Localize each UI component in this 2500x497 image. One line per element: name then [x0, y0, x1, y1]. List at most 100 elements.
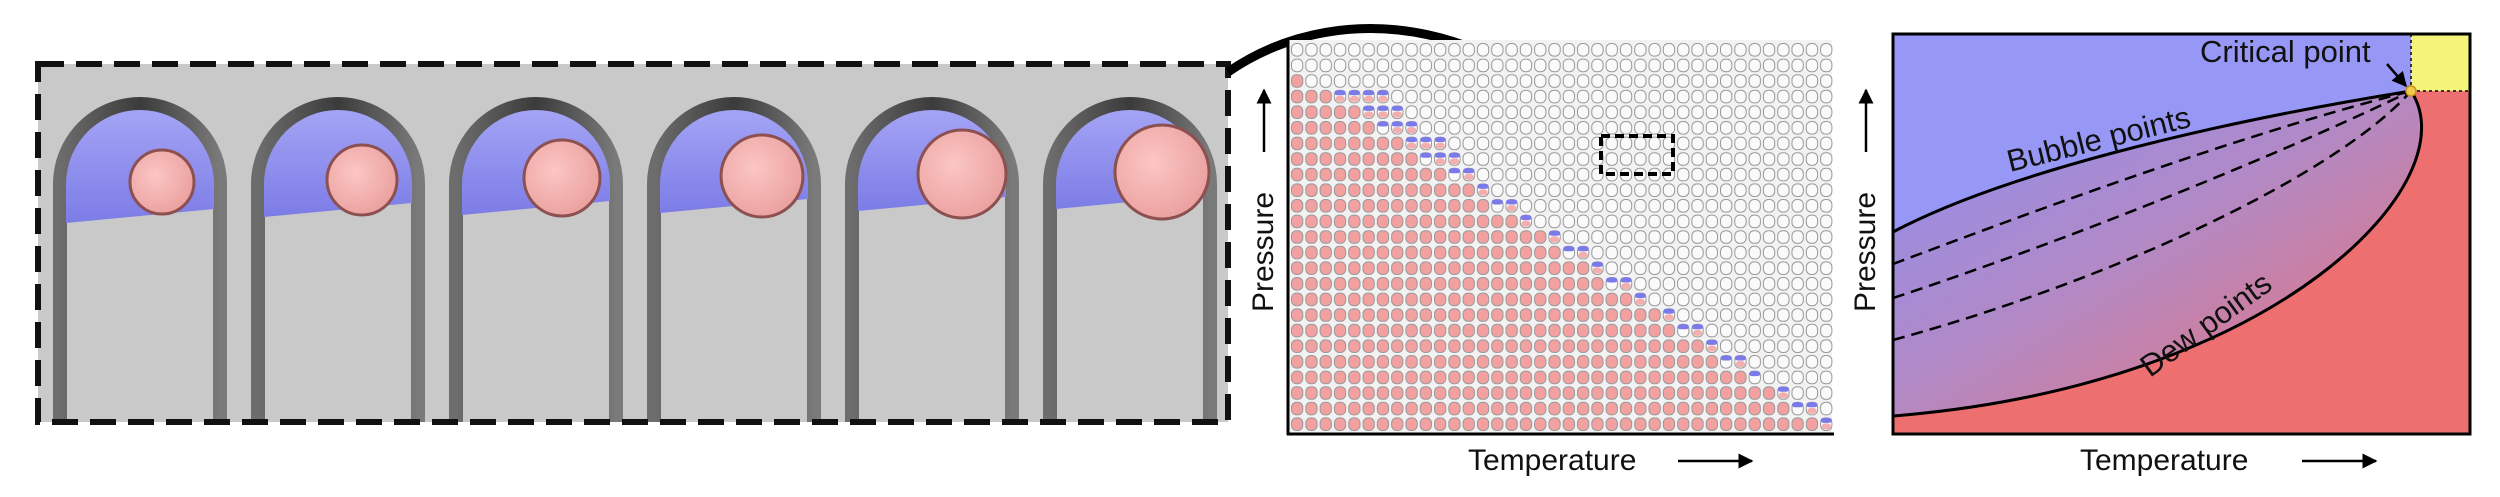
grid-cell	[1648, 58, 1661, 73]
grid-cell	[1677, 261, 1690, 275]
grid-cell-liquid-fill	[1635, 298, 1645, 305]
grid-cell	[1720, 323, 1733, 338]
grid-cell	[1405, 230, 1418, 244]
grid-cell-gas-cap	[1520, 215, 1532, 221]
grid-cell	[1577, 58, 1590, 73]
grid-cell	[1333, 58, 1347, 73]
grid-cell	[1391, 58, 1404, 73]
grid-cell	[1348, 355, 1361, 369]
grid-cell	[1634, 74, 1647, 88]
grid-cell	[1448, 277, 1461, 291]
grid-cell	[1519, 152, 1533, 166]
grid-cell	[1619, 121, 1633, 135]
grid-cell	[1434, 355, 1447, 369]
grid-cell	[1348, 417, 1361, 431]
grid-cell	[1548, 277, 1561, 291]
grid-cell	[1648, 370, 1661, 385]
grid-cell	[1519, 74, 1533, 88]
grid-cell	[1448, 214, 1461, 229]
grid-cell	[1534, 323, 1547, 338]
grid-cell	[1291, 401, 1304, 416]
grid-cell	[1605, 355, 1618, 369]
grid-cell	[1762, 183, 1776, 197]
grid-cell	[1605, 386, 1618, 400]
channel-wall	[845, 97, 1019, 422]
grid-cell	[1777, 355, 1790, 369]
grid-cell	[1734, 214, 1747, 229]
grid-cell	[1677, 370, 1690, 385]
grid-cell	[1662, 339, 1676, 353]
grid-cell-liquid-fill	[1578, 251, 1588, 258]
grid-cell	[1333, 183, 1347, 197]
grid-cell	[1362, 167, 1375, 182]
grid-cell	[1748, 308, 1761, 322]
grid-cell	[1805, 261, 1819, 275]
grid-cell	[1405, 152, 1418, 166]
grid-cell	[1820, 152, 1833, 166]
micrograph-background	[38, 64, 1228, 422]
grid-cell	[1362, 292, 1375, 307]
grid-cell	[1748, 183, 1761, 197]
grid-cell	[1734, 152, 1747, 166]
grid-cell	[1648, 183, 1661, 197]
grid-cell	[1519, 121, 1533, 135]
grid-cell-gas-cap	[1377, 121, 1389, 127]
grid-cell	[1391, 136, 1404, 151]
grid-cell	[1348, 105, 1361, 120]
grid-cell	[1577, 370, 1590, 385]
gas-region	[1893, 34, 2411, 232]
grid-cell	[1820, 214, 1833, 229]
grid-cell	[1448, 245, 1461, 260]
grid-cell	[1476, 261, 1490, 275]
grid-cell	[1519, 136, 1533, 151]
grid-cell	[1562, 261, 1575, 275]
grid-cell	[1291, 417, 1304, 431]
grid-cell	[1319, 121, 1332, 135]
grid-cell	[1448, 292, 1461, 307]
grid-cell	[1434, 74, 1447, 88]
grid-cell	[1462, 214, 1475, 229]
grid-cell	[1348, 214, 1361, 229]
channel-wall	[251, 97, 425, 422]
grid-cell	[1662, 105, 1676, 120]
grid-cell	[1605, 152, 1618, 166]
grid-cell	[1820, 183, 1833, 197]
grid-cell	[1662, 230, 1676, 244]
grid-cell	[1319, 58, 1332, 73]
grid-cell	[1333, 74, 1347, 88]
grid-cell	[1762, 339, 1776, 353]
grid-cell	[1519, 292, 1533, 307]
grid-cell	[1291, 292, 1304, 307]
grid-cell	[1419, 339, 1432, 353]
grid-cell	[1762, 214, 1776, 229]
grid-cell-liquid-fill	[1421, 142, 1431, 149]
grid-cell	[1791, 152, 1804, 166]
grid-cell	[1820, 370, 1833, 385]
grid-cell	[1448, 199, 1461, 213]
grid-cell	[1448, 136, 1461, 151]
grid-cell	[1562, 214, 1575, 229]
grid-cell	[1391, 152, 1404, 166]
grid-cell	[1333, 355, 1347, 369]
grid-cell	[1562, 167, 1575, 182]
grid-cell	[1705, 74, 1718, 88]
grid-cell	[1548, 105, 1561, 120]
grid-cell	[1305, 292, 1318, 307]
grid-cell	[1434, 58, 1447, 73]
grid-cell	[1333, 401, 1347, 416]
grid-cell	[1305, 89, 1318, 104]
grid-cell	[1476, 58, 1490, 73]
grid-cell	[1448, 121, 1461, 135]
grid-cell	[1720, 386, 1733, 400]
grid-cell	[1591, 386, 1604, 400]
grid-cell	[1419, 386, 1432, 400]
grid-cell	[1605, 261, 1618, 275]
grid-cell	[1333, 199, 1347, 213]
grid-cell	[1762, 121, 1776, 135]
grid-cell-gas-cap	[1363, 105, 1375, 111]
supercritical-region	[2411, 34, 2470, 91]
grid-cell	[1820, 323, 1833, 338]
grid-cell	[1777, 245, 1790, 260]
grid-cell	[1562, 370, 1575, 385]
grid-cell	[1391, 323, 1404, 338]
